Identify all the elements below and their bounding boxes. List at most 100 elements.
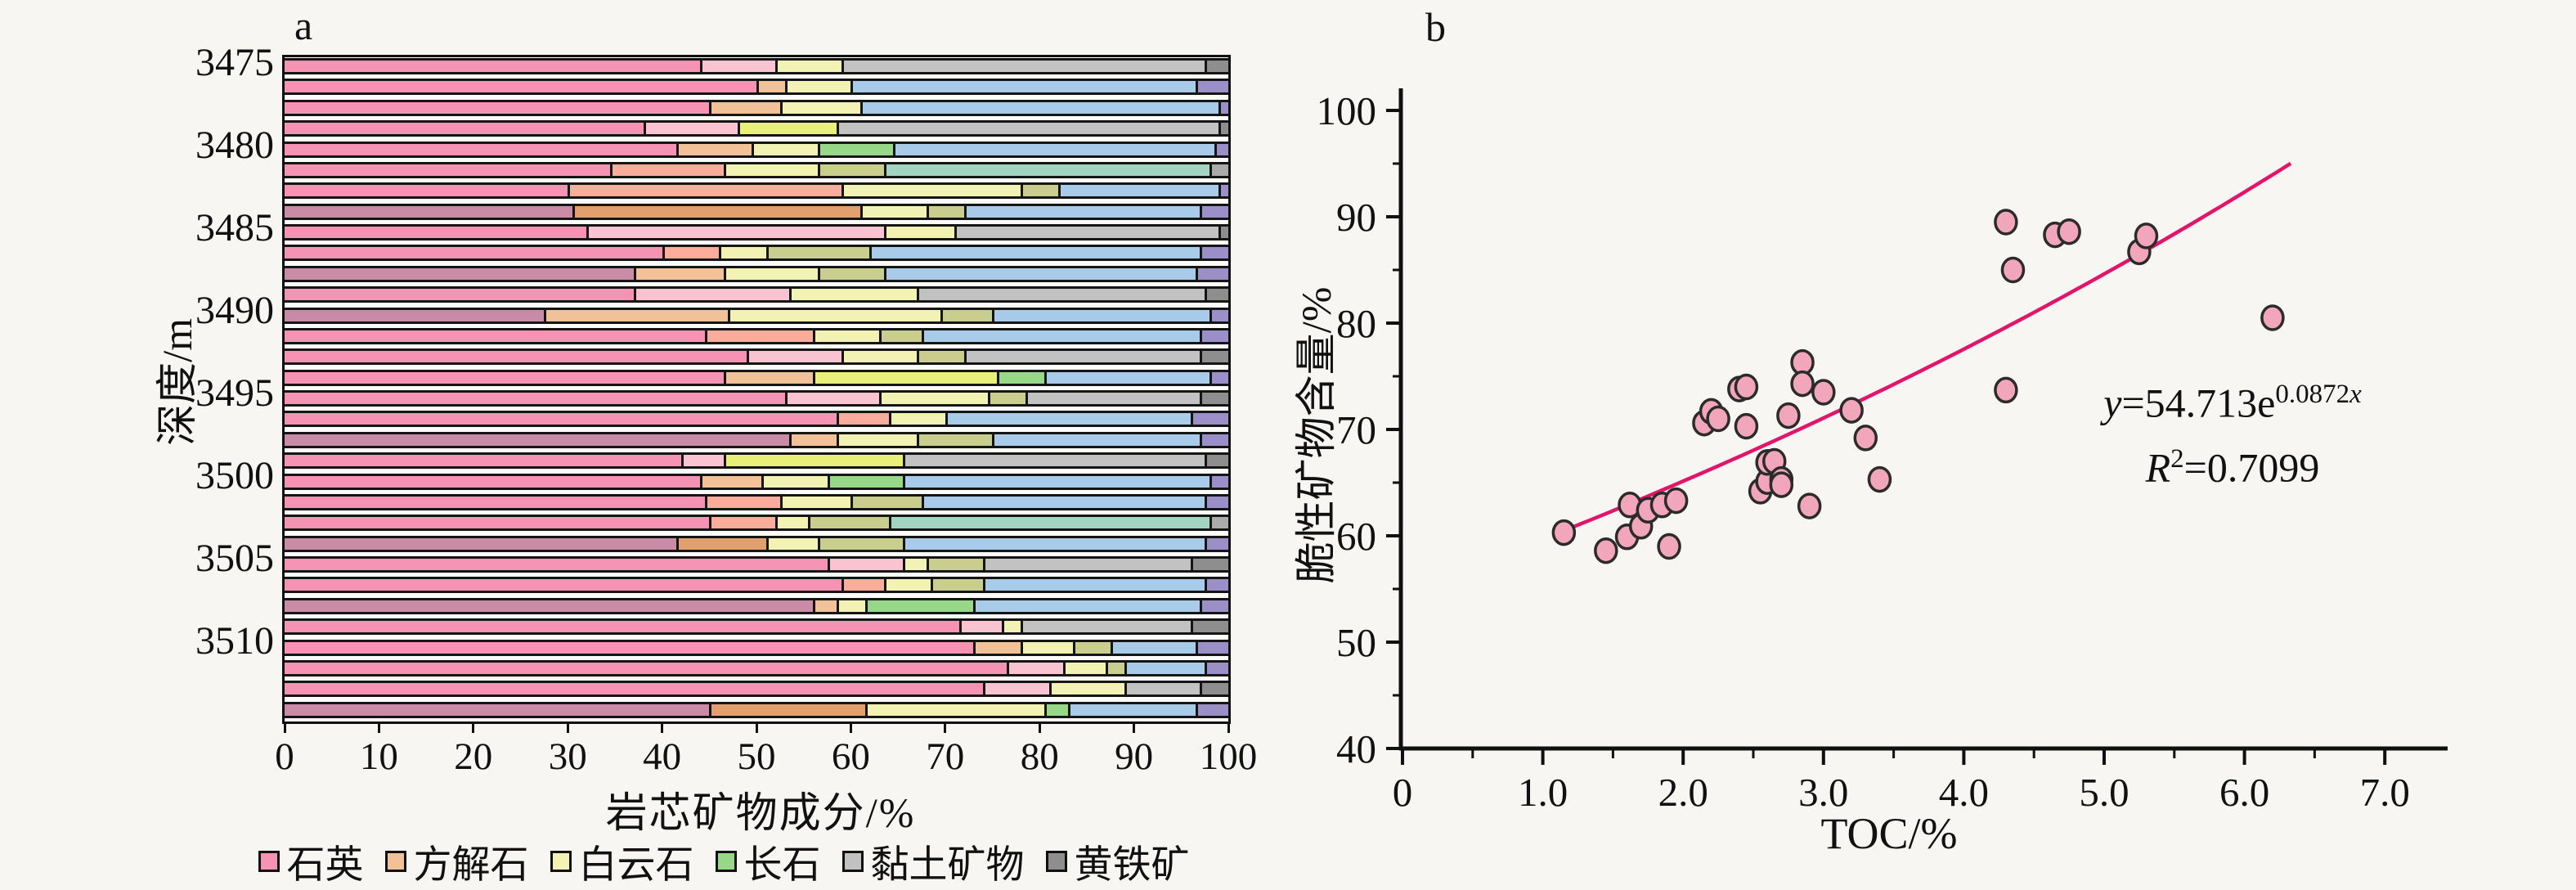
bar-segment-calcite <box>572 205 860 218</box>
bar-segment-dolomite <box>728 309 940 321</box>
panel-a-x-tick <box>944 724 947 733</box>
panel-a-x-tick <box>566 724 569 733</box>
bar-segment-clay <box>902 455 1205 467</box>
bar-segment-feldspar <box>917 434 993 446</box>
legend-label: 黏土矿物 <box>870 844 1025 887</box>
bar-segment-quartz <box>285 662 1007 674</box>
bar-segment-calcite <box>784 393 879 404</box>
depth-tick-label: 3485 <box>195 206 274 250</box>
legend-item-2: 方解石 <box>384 833 529 889</box>
bar-segment-clay <box>963 205 1200 218</box>
bar-segment-dolomite <box>784 81 851 93</box>
panel-b-y-tick-label: 60 <box>1336 514 1376 559</box>
bar-segment-dolomite <box>1048 683 1125 695</box>
scatter-point <box>1776 402 1801 429</box>
bar-segment-clay <box>1058 185 1219 197</box>
bar-row <box>285 286 1228 303</box>
scatter-plot: 40 50 60 70 80 90 100 0 1.0 2.0 3.0 4.0 5.0 6.0 7.0 <box>1317 88 2448 815</box>
bar-segment-calcite <box>699 61 776 72</box>
bar-row <box>285 390 1228 407</box>
bar-segment-pyrite <box>1190 559 1228 570</box>
bar-segment-clay <box>1025 393 1200 404</box>
bar-segment-dolomite <box>761 475 828 488</box>
bar-segment-pyrite <box>1190 621 1228 633</box>
panel-a-x-tick <box>283 724 286 733</box>
bar-segment-calcite <box>633 289 790 301</box>
bar-segment-pyrite <box>1205 537 1228 550</box>
bar-segment-pyrite <box>1195 267 1228 280</box>
bar-row <box>285 369 1228 386</box>
bar-segment-pyrite <box>1200 247 1228 259</box>
bar-segment-quartz <box>285 703 710 716</box>
bar-segment-pyrite <box>1209 371 1228 384</box>
bar-segment-dolomite <box>765 537 818 550</box>
bar-segment-pyrite <box>1209 475 1228 488</box>
bar-row <box>285 120 1228 137</box>
fit-equation-line1: y=54.713e0.0872x <box>1987 366 2478 431</box>
legend-item-6: 黄铁矿 <box>1045 833 1190 889</box>
scatter-point <box>1839 397 1864 424</box>
scatter-point <box>1797 492 1822 519</box>
bar-segment-quartz <box>285 205 572 218</box>
bar-row <box>285 411 1228 428</box>
panel-b-y-tick-label: 50 <box>1336 620 1376 665</box>
bar-segment-quartz <box>285 351 747 363</box>
panel-a-x-tick <box>849 724 852 733</box>
bar-segment-quartz <box>285 143 676 155</box>
bar-segment-calcite <box>568 185 841 197</box>
bar-segment-clay <box>921 330 1200 342</box>
stacked-bar-plot-area <box>282 55 1231 724</box>
panel-a-x-tick <box>377 724 380 733</box>
bar-segment-quartz <box>285 434 790 446</box>
panel-b-letter: b <box>1425 4 1446 50</box>
bar-row <box>285 452 1228 470</box>
bar-segment-clay <box>837 123 1219 135</box>
legend-label: 白云石 <box>578 844 694 887</box>
legend-label: 石英 <box>286 844 364 887</box>
fit-equation: y=54.713e0.0872x R2=0.7099 <box>1987 366 2478 495</box>
bar-segment-dolomite <box>775 61 841 72</box>
panel-b-x-tick-label: 2.0 <box>1658 770 1708 815</box>
eq-R-value: =0.7099 <box>2183 444 2320 491</box>
bar-segment-pyrite <box>1205 61 1228 72</box>
bar-segment-dolomite <box>841 351 918 363</box>
panel-a-x-tick-label: 30 <box>548 735 587 778</box>
bar-segment-dolomite <box>723 455 903 467</box>
bar-row <box>285 535 1228 552</box>
bar-row <box>285 99 1228 116</box>
scatter-point <box>1811 379 1836 406</box>
bar-segment-calcite <box>841 579 884 591</box>
panel-a-x-tick-label: 100 <box>1199 735 1258 778</box>
legend-swatch-icon <box>715 850 737 872</box>
bar-segment-feldspar <box>1021 185 1059 197</box>
bar-segment-pyrite <box>1195 81 1228 93</box>
bar-segment-clay <box>963 351 1200 363</box>
mineral-legend: 石英 方解石 白云石 长石 黏土矿物 黄铁矿 <box>196 833 1251 889</box>
bar-segment-clay <box>992 309 1209 321</box>
bar-segment-quartz <box>285 267 634 280</box>
bar-segment-clay <box>902 537 1205 550</box>
bar-segment-quartz <box>285 517 710 529</box>
eq-R: R <box>2145 444 2171 491</box>
bar-segment-feldspar <box>864 600 974 612</box>
bar-row <box>285 431 1228 448</box>
panel-a-x-tick-label: 20 <box>454 735 493 778</box>
bar-segment-quartz <box>285 123 644 135</box>
bar-row <box>285 203 1228 220</box>
bar-segment-clay <box>973 600 1200 612</box>
scatter-point <box>2134 222 2159 249</box>
bar-segment-clay <box>902 475 1209 488</box>
legend-item-1: 石英 <box>258 833 364 889</box>
depth-tick-label: 3490 <box>195 289 274 333</box>
scatter-point <box>1551 519 1577 546</box>
bar-segment-calcite <box>633 267 724 280</box>
bar-segment-clay <box>850 81 1196 93</box>
bar-row <box>285 515 1228 532</box>
panel-a-x-axis-title: 岩芯矿物成分/% <box>605 791 916 837</box>
bar-segment-dolomite <box>779 101 860 114</box>
bar-segment-calcite <box>723 371 814 384</box>
bar-segment-quartz <box>285 164 611 176</box>
panel-a-x-tick <box>1038 724 1041 733</box>
bar-segment-quartz <box>285 559 828 570</box>
bar-segment-calcite <box>789 434 837 446</box>
